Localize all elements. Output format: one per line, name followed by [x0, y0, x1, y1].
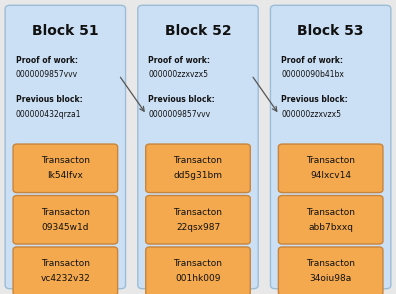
Text: 000000432qrza1: 000000432qrza1 — [16, 110, 81, 119]
Text: abb7bxxq: abb7bxxq — [308, 223, 353, 232]
Text: Proof of work:: Proof of work: — [16, 56, 78, 65]
Text: 000000zzxvzx5: 000000zzxvzx5 — [281, 110, 341, 119]
Text: 0000009857vvv: 0000009857vvv — [16, 71, 78, 79]
FancyBboxPatch shape — [138, 5, 258, 289]
FancyBboxPatch shape — [278, 247, 383, 294]
FancyBboxPatch shape — [270, 5, 391, 289]
Text: 000000zzxvzx5: 000000zzxvzx5 — [148, 71, 209, 79]
FancyBboxPatch shape — [13, 196, 118, 244]
Text: Transacton: Transacton — [173, 208, 223, 217]
Text: lk54lfvx: lk54lfvx — [48, 171, 83, 180]
FancyBboxPatch shape — [278, 144, 383, 193]
Text: 09345w1d: 09345w1d — [42, 223, 89, 232]
Text: Previous block:: Previous block: — [16, 96, 83, 104]
FancyBboxPatch shape — [146, 247, 250, 294]
Text: Proof of work:: Proof of work: — [148, 56, 211, 65]
Text: Block 51: Block 51 — [32, 24, 99, 38]
Text: dd5g31bm: dd5g31bm — [173, 171, 223, 180]
FancyBboxPatch shape — [146, 144, 250, 193]
Text: Transacton: Transacton — [306, 259, 355, 268]
Text: Transacton: Transacton — [306, 208, 355, 217]
Text: 94lxcv14: 94lxcv14 — [310, 171, 351, 180]
Text: 0000009857vvv: 0000009857vvv — [148, 110, 211, 119]
Text: 34oiu98a: 34oiu98a — [310, 274, 352, 283]
Text: vc4232v32: vc4232v32 — [40, 274, 90, 283]
Text: 22qsx987: 22qsx987 — [176, 223, 220, 232]
Text: 001hk009: 001hk009 — [175, 274, 221, 283]
FancyBboxPatch shape — [13, 144, 118, 193]
Text: Block 53: Block 53 — [297, 24, 364, 38]
Text: Transacton: Transacton — [41, 259, 90, 268]
Text: Transacton: Transacton — [173, 259, 223, 268]
Text: Previous block:: Previous block: — [281, 96, 348, 104]
FancyBboxPatch shape — [5, 5, 126, 289]
FancyBboxPatch shape — [13, 247, 118, 294]
Text: Transacton: Transacton — [41, 156, 90, 166]
Text: Transacton: Transacton — [41, 208, 90, 217]
Text: Previous block:: Previous block: — [148, 96, 215, 104]
Text: 00000090b41bx: 00000090b41bx — [281, 71, 344, 79]
FancyBboxPatch shape — [278, 196, 383, 244]
FancyBboxPatch shape — [146, 196, 250, 244]
Text: Block 52: Block 52 — [165, 24, 231, 38]
Text: Proof of work:: Proof of work: — [281, 56, 343, 65]
Text: Transacton: Transacton — [173, 156, 223, 166]
Text: Transacton: Transacton — [306, 156, 355, 166]
